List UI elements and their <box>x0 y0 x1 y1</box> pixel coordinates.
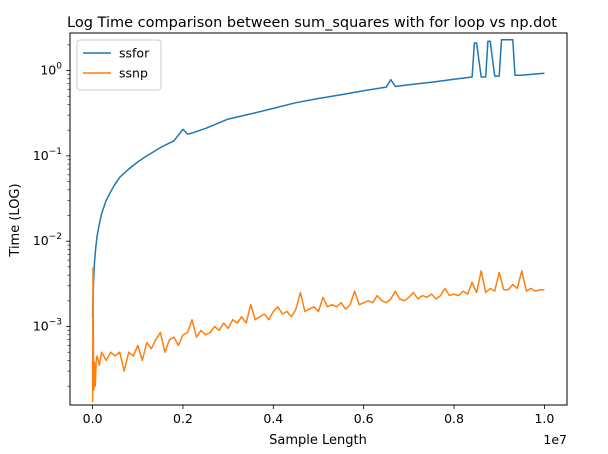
x-tick-label: 0.0 <box>83 411 103 426</box>
legend-label-ssfor: ssfor <box>119 46 150 61</box>
chart-title: Log Time comparison between sum_squares … <box>67 15 557 31</box>
legend-label-ssnp: ssnp <box>119 66 148 81</box>
x-tick-label: 0.4 <box>263 411 283 426</box>
axes-frame <box>69 32 568 406</box>
plot-area <box>69 32 568 406</box>
y-tick-label: 10−2 <box>33 232 62 248</box>
x-axis-offset-label: 1e7 <box>543 432 567 447</box>
series-line-ssfor <box>91 38 545 317</box>
y-tick-label: 10−1 <box>33 147 62 163</box>
legend: ssfor ssnp <box>76 39 162 91</box>
x-axis: 0.0 0.2 0.4 0.6 0.8 1.0 <box>83 405 554 426</box>
x-tick-label: 0.8 <box>444 411 464 426</box>
y-tick-label: 100 <box>40 62 62 78</box>
series-line-ssnp <box>91 267 545 403</box>
x-tick-label: 1.0 <box>534 411 554 426</box>
x-tick-label: 0.6 <box>354 411 374 426</box>
x-tick-label: 0.2 <box>173 411 193 426</box>
series-layer <box>91 38 545 403</box>
y-tick-label: 10−3 <box>33 318 62 334</box>
y-axis-label: Time (LOG) <box>8 183 23 257</box>
y-axis: 10−3 10−2 10−1 100 <box>33 44 70 387</box>
x-axis-label: Sample Length <box>269 433 367 448</box>
